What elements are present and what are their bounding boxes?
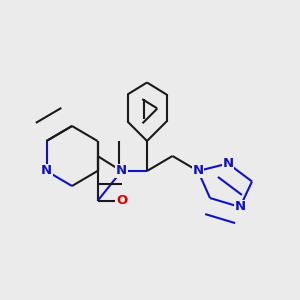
Text: O: O	[116, 194, 127, 208]
Text: N: N	[222, 157, 234, 170]
Text: N: N	[234, 200, 246, 214]
Text: N: N	[41, 164, 52, 178]
Text: N: N	[192, 164, 204, 178]
Text: N: N	[116, 164, 127, 178]
